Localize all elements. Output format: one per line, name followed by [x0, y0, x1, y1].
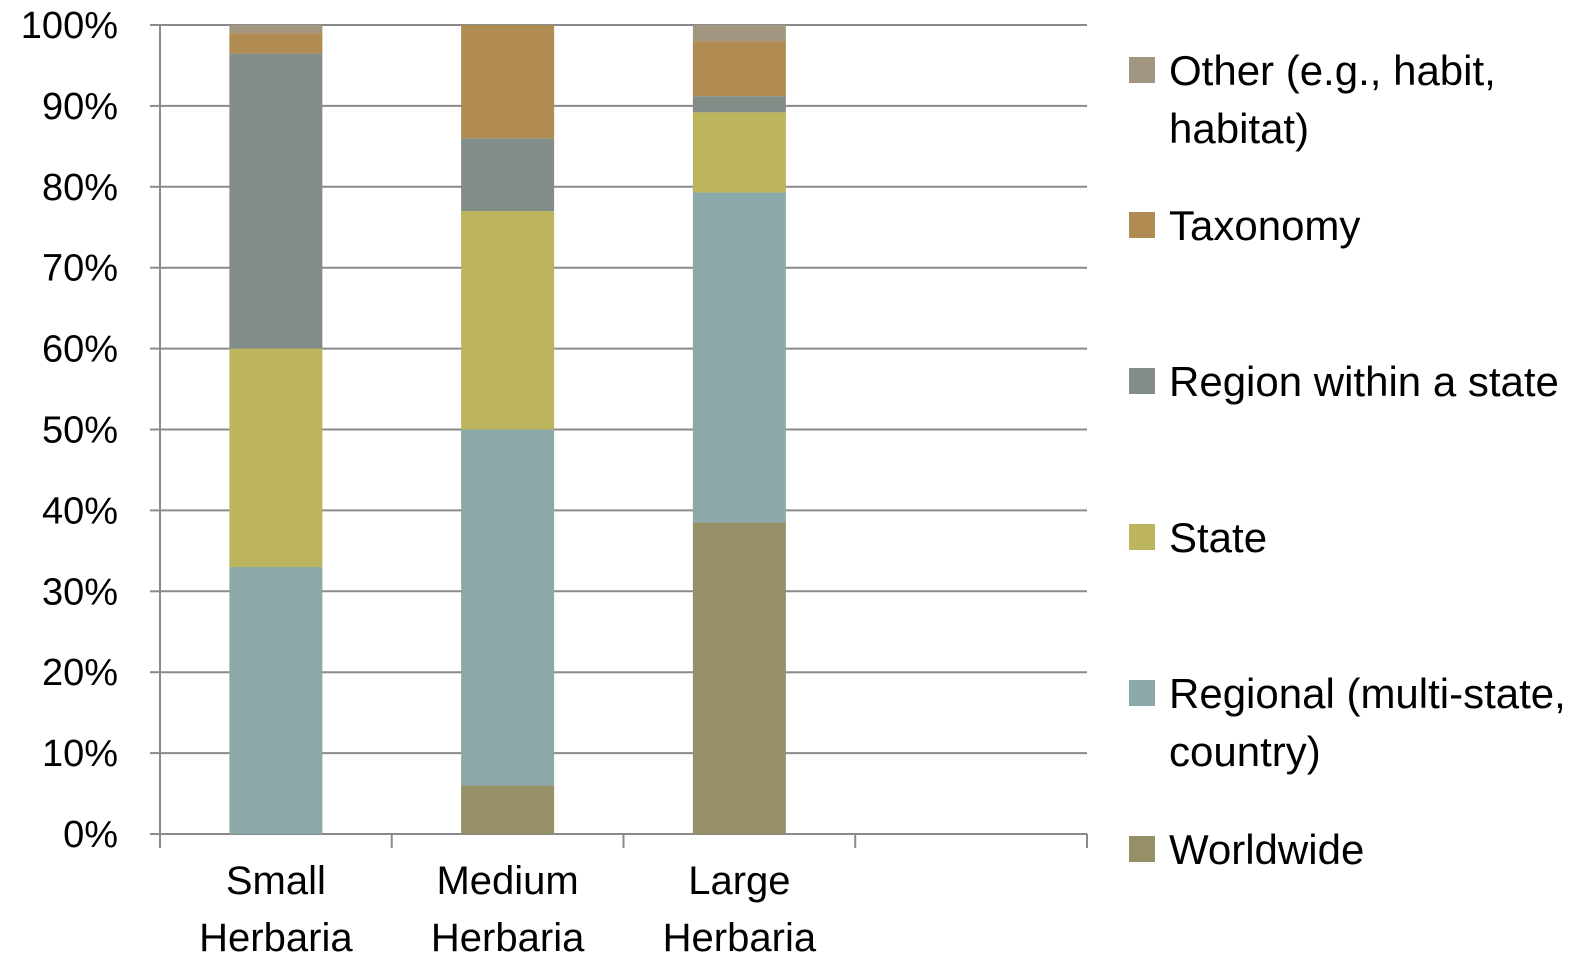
legend-swatch	[1129, 680, 1155, 706]
legend-label: Region within a state	[1169, 358, 1559, 405]
y-tick-label: 30%	[42, 571, 118, 613]
legend-swatch	[1129, 836, 1155, 862]
y-tick-label: 60%	[42, 329, 118, 371]
bar-segment	[692, 192, 786, 523]
bar-segment	[229, 25, 323, 34]
legend-swatch	[1129, 57, 1155, 83]
bar-segment	[229, 33, 323, 54]
y-tick-label: 100%	[21, 5, 118, 47]
x-category-label: Large	[688, 859, 790, 903]
x-category-label: Herbaria	[663, 916, 817, 960]
bar-segment	[229, 53, 323, 349]
bar-segment	[461, 429, 555, 786]
bar-segment	[229, 567, 323, 834]
bar-segment	[692, 96, 786, 113]
bar-segment	[692, 41, 786, 97]
legend-label: State	[1169, 514, 1267, 561]
y-tick-label: 10%	[42, 733, 118, 775]
legend-swatch	[1129, 212, 1155, 238]
legend-label: Regional (multi-state,	[1169, 670, 1566, 717]
bar-segment	[461, 138, 555, 212]
y-tick-label: 0%	[63, 814, 118, 856]
x-category-label: Herbaria	[431, 916, 585, 960]
legend-label: Other (e.g., habit,	[1169, 47, 1496, 94]
x-category-label: Medium	[436, 859, 578, 903]
legend-label: Worldwide	[1169, 826, 1364, 873]
bar-segment	[229, 348, 323, 568]
legend-swatch	[1129, 524, 1155, 550]
y-tick-label: 40%	[42, 490, 118, 532]
x-category-label: Herbaria	[199, 916, 353, 960]
bar-segment	[461, 785, 555, 834]
bar-segment	[692, 112, 786, 193]
bar-segment	[461, 211, 555, 430]
legend-label: habitat)	[1169, 105, 1309, 152]
bar-segment	[692, 522, 786, 834]
x-category-label: Small	[226, 859, 326, 903]
bar-segment	[692, 25, 786, 42]
legend-label: Taxonomy	[1169, 202, 1360, 249]
legend-label: country)	[1169, 728, 1321, 775]
y-tick-label: 20%	[42, 652, 118, 694]
y-tick-label: 50%	[42, 410, 118, 452]
y-tick-label: 80%	[42, 167, 118, 209]
bar-segment	[461, 25, 555, 139]
legend-swatch	[1129, 368, 1155, 394]
y-tick-label: 90%	[42, 86, 118, 128]
y-tick-label: 70%	[42, 248, 118, 290]
